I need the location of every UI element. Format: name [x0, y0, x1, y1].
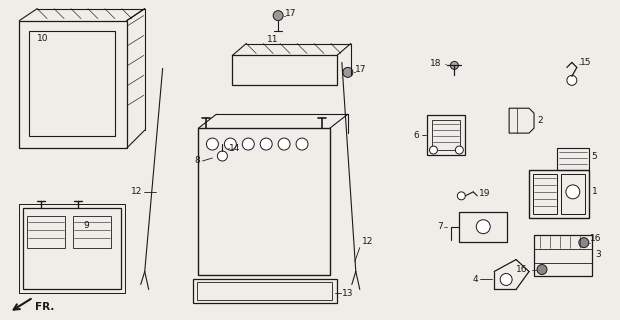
- Circle shape: [567, 76, 577, 85]
- Text: 19: 19: [479, 189, 491, 198]
- Bar: [19, 20, 127, 148]
- Bar: [24, 208, 121, 289]
- Bar: [427, 115, 466, 155]
- Text: 4: 4: [472, 275, 478, 284]
- Text: 16: 16: [590, 234, 601, 243]
- Circle shape: [500, 274, 512, 285]
- Bar: [433, 120, 460, 150]
- Circle shape: [566, 185, 580, 199]
- Text: 9: 9: [83, 221, 89, 230]
- Text: 2: 2: [537, 116, 542, 125]
- Text: 12: 12: [131, 188, 142, 196]
- Bar: [198, 128, 330, 276]
- Circle shape: [260, 138, 272, 150]
- Text: 8: 8: [195, 156, 200, 165]
- Circle shape: [273, 11, 283, 20]
- Bar: [529, 170, 589, 218]
- Bar: [557, 148, 589, 170]
- Text: 17: 17: [285, 9, 296, 18]
- Text: 17: 17: [355, 65, 366, 74]
- Text: 12: 12: [362, 237, 373, 246]
- Text: 1: 1: [591, 188, 598, 196]
- Circle shape: [537, 265, 547, 275]
- Text: 3: 3: [596, 250, 601, 259]
- Circle shape: [343, 68, 353, 77]
- Circle shape: [218, 151, 228, 161]
- Circle shape: [224, 138, 236, 150]
- Text: 18: 18: [430, 59, 441, 68]
- Text: FR.: FR.: [35, 302, 55, 312]
- Bar: [533, 174, 557, 214]
- Bar: [27, 216, 65, 248]
- Text: 13: 13: [342, 289, 353, 298]
- Text: 7: 7: [438, 222, 443, 231]
- Bar: [73, 216, 111, 248]
- Text: 10: 10: [37, 34, 49, 43]
- Circle shape: [476, 220, 490, 234]
- Text: 11: 11: [267, 35, 278, 44]
- Circle shape: [450, 61, 458, 69]
- Circle shape: [430, 146, 438, 154]
- Circle shape: [455, 146, 463, 154]
- Text: 14: 14: [229, 144, 241, 153]
- Bar: [29, 31, 115, 136]
- Bar: [193, 279, 337, 303]
- Circle shape: [458, 192, 466, 200]
- Bar: [534, 235, 591, 276]
- Text: 5: 5: [591, 151, 598, 161]
- Bar: [19, 204, 125, 293]
- Circle shape: [296, 138, 308, 150]
- Bar: [232, 55, 337, 85]
- Circle shape: [579, 238, 589, 248]
- Circle shape: [206, 138, 218, 150]
- Bar: [459, 212, 507, 242]
- Text: 15: 15: [580, 58, 591, 67]
- Text: 6: 6: [414, 131, 420, 140]
- Circle shape: [242, 138, 254, 150]
- Circle shape: [278, 138, 290, 150]
- Text: 16: 16: [516, 265, 528, 274]
- Bar: [198, 283, 332, 300]
- Bar: [561, 174, 585, 214]
